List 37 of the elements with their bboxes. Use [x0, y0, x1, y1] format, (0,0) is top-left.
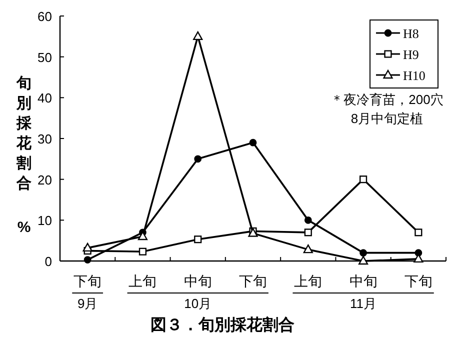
point — [249, 138, 257, 146]
y-tick-label: 20 — [38, 172, 52, 188]
point — [82, 242, 92, 252]
x-tick-label: 下旬 — [239, 273, 267, 289]
legend-label: H8 — [403, 26, 419, 41]
x-tick-label: 上旬 — [294, 273, 322, 289]
point — [194, 236, 202, 244]
y-tick-label: 40 — [38, 90, 52, 106]
x-tick-label: 上旬 — [128, 273, 157, 289]
point — [358, 256, 368, 265]
point — [304, 228, 312, 236]
point — [194, 155, 202, 163]
x-tick-label: 下旬 — [74, 273, 102, 289]
point — [359, 176, 368, 184]
y-tick-label: 60 — [38, 9, 52, 24]
point — [84, 256, 92, 264]
point — [303, 244, 313, 254]
point — [414, 228, 422, 236]
x-tick-label: 下旬 — [404, 273, 432, 289]
point — [360, 249, 367, 257]
y-tick-label: 0 — [44, 254, 52, 269]
point — [193, 31, 203, 40]
x-tick-label: 中旬 — [184, 273, 212, 289]
y-tick-label: 10 — [38, 213, 52, 228]
text: 9月 — [77, 296, 98, 311]
text: 10月 — [184, 296, 212, 311]
text: 図３．旬別採花割合 — [150, 316, 294, 334]
point — [138, 248, 147, 256]
text: 旬別採花割合% — [16, 75, 32, 236]
point — [304, 216, 312, 224]
legend-label: H9 — [403, 47, 419, 62]
text: 11月 — [350, 296, 377, 311]
legend-label: H10 — [403, 68, 426, 83]
x-tick-label: 中旬 — [349, 273, 378, 289]
annotation: ＊夜冷育苗，200穴 8月中旬定植 — [330, 92, 444, 126]
y-tick-label: 50 — [38, 50, 52, 65]
y-tick-label: 30 — [38, 132, 52, 146]
